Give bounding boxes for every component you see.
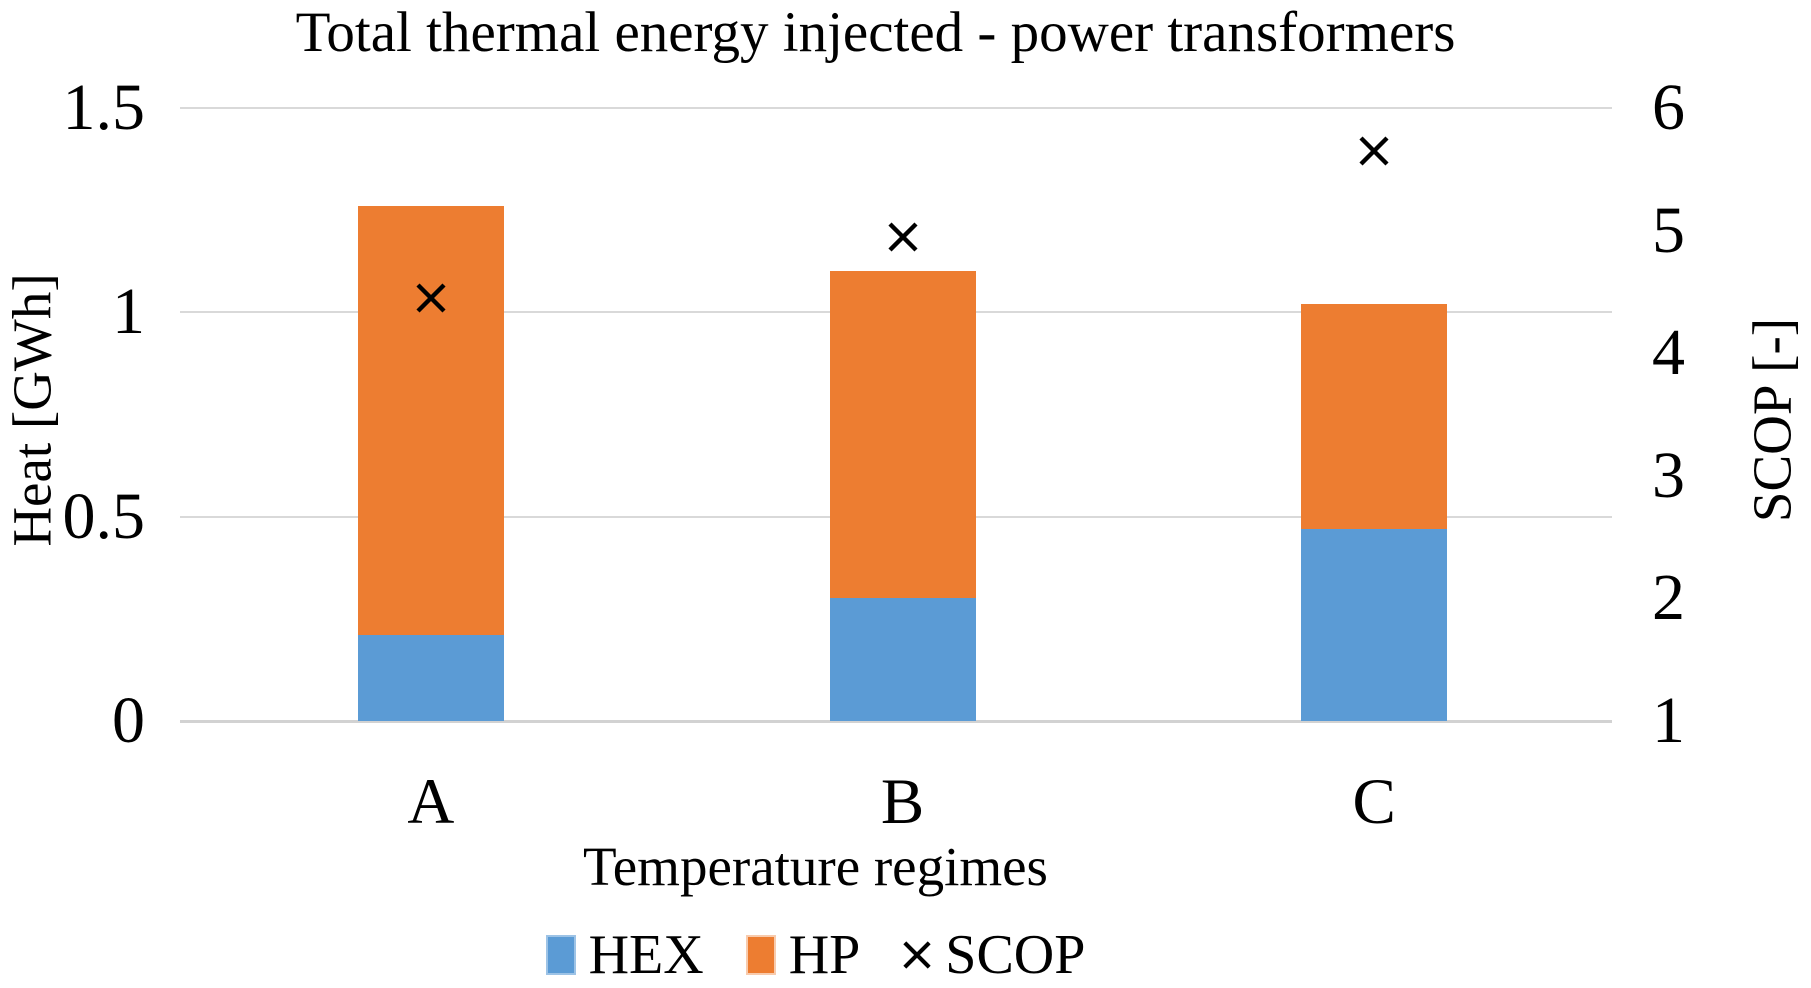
left-axis-tick-label: 0.5 (62, 479, 146, 553)
right-axis-title: SCOP [-] (1741, 317, 1803, 523)
legend: HEX HP SCOP (0, 926, 1631, 984)
x-marker-icon (1359, 136, 1389, 166)
x-axis-line (180, 720, 1612, 723)
bar-segment-hex (1301, 528, 1448, 721)
legend-label-hp: HP (788, 924, 861, 986)
x-marker-icon (887, 222, 918, 252)
bar-segment-hex (829, 598, 976, 721)
scop-data-point (415, 282, 447, 314)
x-axis-title: Temperature regimes (583, 836, 1048, 897)
left-axis-tick-label: 0 (112, 684, 145, 757)
bar-segment-hp (357, 206, 504, 636)
category-label: C (1352, 766, 1396, 838)
left-axis-tick-label: 1 (112, 275, 145, 349)
scop-data-point (887, 221, 919, 253)
legend-item-hex: HEX (545, 924, 704, 986)
left-axis-title: Heat [GWh] (1, 273, 63, 547)
bar-segment-hp (1301, 304, 1448, 529)
legend-swatch-hex (545, 935, 576, 975)
right-axis-tick-label: 1 (1652, 684, 1685, 757)
legend-swatch-hp (745, 935, 776, 975)
legend-item-hp: HP (745, 924, 861, 986)
scop-data-point (1358, 135, 1390, 167)
right-axis-tick-label: 3 (1652, 438, 1685, 512)
x-marker-icon (416, 283, 446, 313)
legend-label-hex: HEX (588, 924, 704, 986)
left-axis-tick-label: 1.5 (62, 71, 146, 144)
gridline (180, 107, 1612, 109)
category-label: B (880, 766, 925, 838)
chart-title: Total thermal energy injected - power tr… (295, 1, 1456, 64)
right-axis-tick-label: 4 (1652, 316, 1685, 390)
right-axis-tick-label: 5 (1652, 193, 1685, 267)
legend-marker-scop (902, 940, 932, 970)
bar-segment-hp (829, 271, 976, 599)
right-axis-tick-label: 6 (1652, 71, 1685, 144)
legend-label-scop: SCOP (945, 924, 1086, 986)
x-marker-icon (903, 941, 931, 969)
legend-item-scop: SCOP (902, 926, 1085, 984)
right-axis-tick-label: 2 (1652, 561, 1685, 635)
bar-segment-hex (357, 635, 504, 721)
category-label: A (407, 766, 455, 838)
